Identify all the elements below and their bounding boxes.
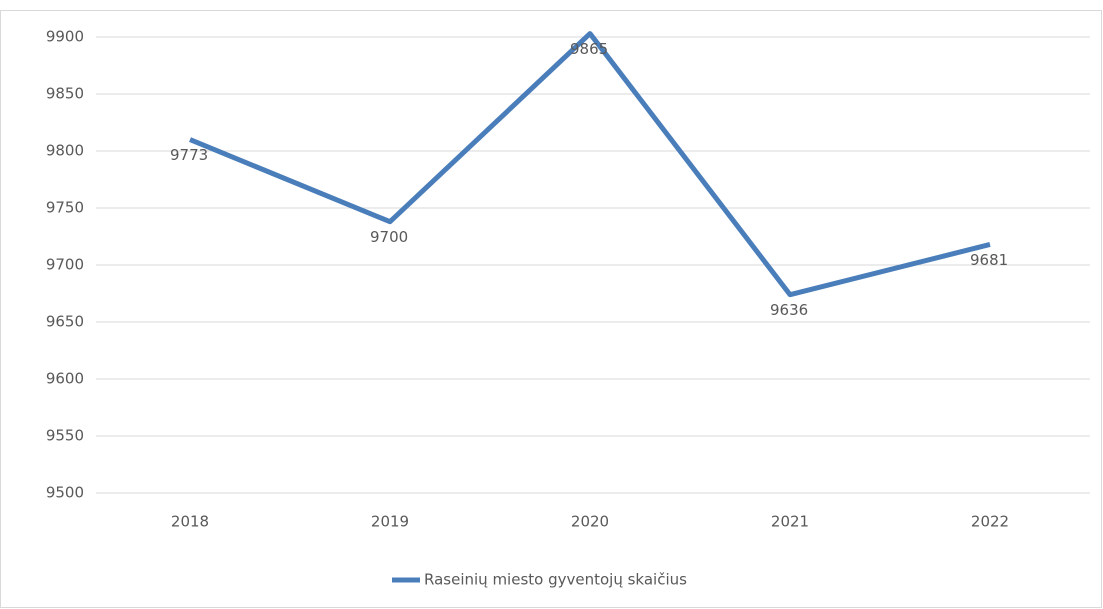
y-tick-label: 9900 (46, 28, 84, 46)
y-tick-label: 9650 (46, 313, 84, 331)
data-label: 9636 (770, 301, 808, 319)
data-label: 9865 (570, 40, 608, 58)
y-tick-label: 9600 (46, 370, 84, 388)
x-tick-label: 2020 (571, 513, 609, 531)
data-label: 9773 (170, 146, 208, 164)
x-tick-label: 2021 (771, 513, 809, 531)
y-tick-label: 9550 (46, 427, 84, 445)
chart-border (0, 10, 1102, 608)
x-tick-label: 2019 (371, 513, 409, 531)
legend-label: Raseinių miesto gyventojų skaičius (424, 571, 687, 589)
x-tick-label: 2018 (171, 513, 209, 531)
data-label: 9700 (370, 228, 408, 246)
data-label: 9681 (970, 251, 1008, 269)
y-tick-label: 9750 (46, 199, 84, 217)
x-tick-label: 2022 (971, 513, 1009, 531)
y-tick-label: 9700 (46, 256, 84, 274)
y-tick-label: 9850 (46, 85, 84, 103)
y-tick-label: 9800 (46, 142, 84, 160)
series-line (189, 31, 991, 298)
y-tick-label: 9500 (46, 484, 84, 502)
